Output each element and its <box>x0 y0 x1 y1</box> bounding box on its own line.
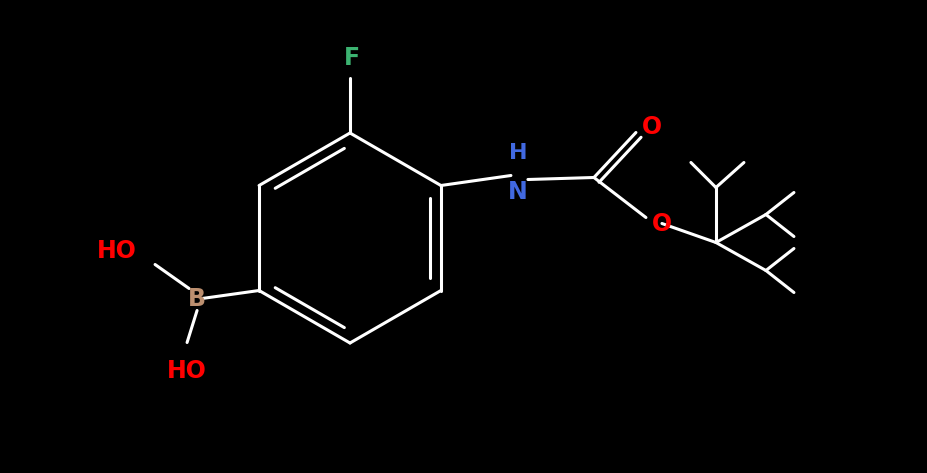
Text: N: N <box>507 179 527 203</box>
Text: H: H <box>508 142 527 163</box>
Text: B: B <box>188 287 206 310</box>
Text: HO: HO <box>167 359 207 383</box>
Text: O: O <box>641 114 661 139</box>
Text: O: O <box>652 211 671 236</box>
Text: F: F <box>344 46 360 70</box>
Text: HO: HO <box>97 238 137 263</box>
